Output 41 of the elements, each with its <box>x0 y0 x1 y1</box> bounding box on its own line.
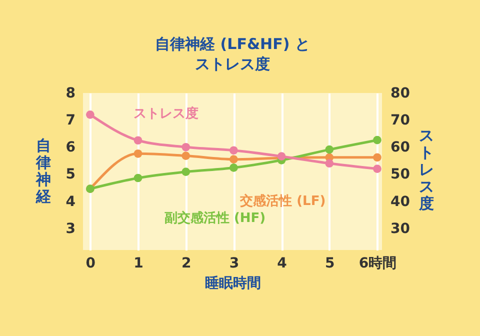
x-tick-label: 2 <box>181 256 192 272</box>
chart-title: 自律神経 (LF&HF) とストレス度 <box>155 35 310 73</box>
point <box>182 168 190 176</box>
x-axis-title: 睡眠時間 <box>205 276 261 292</box>
point <box>86 110 94 119</box>
y-tick-label: 6 <box>66 140 76 156</box>
point <box>134 136 142 145</box>
y-tick-label: 3 <box>66 220 76 237</box>
x-tick-label: 4 <box>277 256 288 272</box>
point <box>230 164 238 172</box>
point <box>230 155 238 164</box>
point <box>182 142 190 152</box>
y2-tick-label: 80 <box>390 86 410 102</box>
y2-tick-label: 50 <box>390 166 410 183</box>
y-tick-label: 5 <box>66 166 76 183</box>
point <box>134 149 142 158</box>
x-tick-label: 6時間 <box>358 256 397 272</box>
point <box>325 145 334 154</box>
y-tick-label: 8 <box>66 86 76 102</box>
y-tick-label: 7 <box>66 112 76 129</box>
y2-axis-title: ストレス度 <box>418 126 434 212</box>
y2-tick-label: 70 <box>390 112 410 129</box>
y2-tick-label: 30 <box>390 220 410 237</box>
x-tick-label: 5 <box>325 256 335 272</box>
text: 交感活性 (LF) <box>239 192 326 209</box>
point <box>134 174 142 182</box>
text: 副交感活性 (HF) <box>164 210 266 226</box>
series-label: ストレス度 <box>134 105 199 122</box>
x-tick-label: 0 <box>86 256 96 272</box>
point <box>325 159 334 168</box>
point <box>230 146 238 155</box>
point <box>373 136 382 144</box>
point <box>182 152 190 160</box>
point <box>373 164 382 173</box>
x-tick-label: 3 <box>229 256 240 272</box>
point <box>373 153 382 162</box>
x-tick-label: 1 <box>134 256 144 272</box>
y-axis-title: 自律神経 <box>35 136 52 206</box>
y2-tick-label: 60 <box>390 140 410 156</box>
y-tick-label: 4 <box>66 194 76 210</box>
y2-tick-label: 40 <box>390 194 410 210</box>
